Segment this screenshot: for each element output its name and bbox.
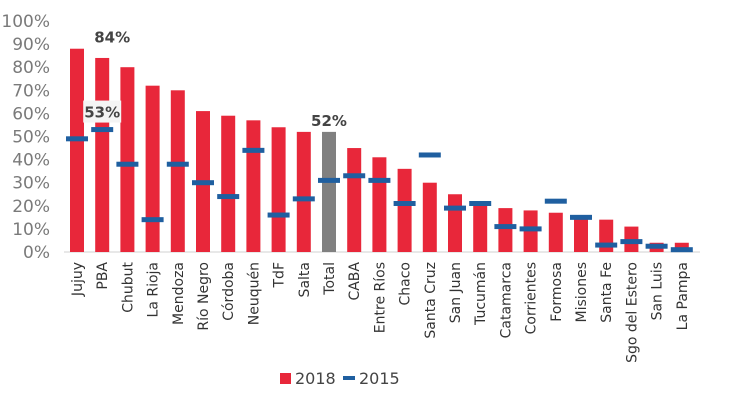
marker-2015 — [66, 136, 88, 142]
marker-2015 — [544, 198, 567, 204]
marker-2015 — [267, 212, 290, 218]
bar-2018 — [372, 157, 387, 252]
x-tick-label: La Pampa — [675, 262, 691, 330]
bar-2018 — [95, 57, 110, 253]
x-tick-label: Mendoza — [171, 262, 187, 325]
legend-swatch-2018 — [280, 373, 291, 384]
marker-2015 — [620, 239, 643, 245]
x-tick-label: Salta — [297, 262, 313, 297]
x-tick-label: La Rioja — [146, 262, 162, 317]
legend-label-2018: 2018 — [295, 369, 336, 388]
bar-2018 — [498, 208, 513, 252]
bar-2018 — [422, 182, 437, 252]
y-tick-label: 10% — [12, 220, 50, 240]
marker-2015 — [292, 196, 315, 202]
x-tick-label: Tucumán — [473, 262, 489, 326]
marker-2015 — [141, 217, 164, 223]
x-tick-label: Neuquén — [246, 262, 262, 325]
x-tick-label: Corrientes — [524, 262, 540, 334]
x-tick-label: Sgo del Estero — [624, 262, 640, 363]
bar-2018 — [70, 48, 84, 252]
marker-2015 — [393, 200, 416, 206]
data-label: 53% — [84, 104, 120, 122]
x-tick-label: San Luis — [650, 262, 666, 320]
y-tick-label: 20% — [12, 197, 50, 217]
marker-2015 — [368, 177, 391, 183]
y-tick-label: 90% — [12, 35, 50, 55]
x-tick-label: Santa Cruz — [423, 262, 439, 339]
bar-2018 — [548, 212, 563, 252]
x-tick-label: Río Negro — [196, 262, 212, 331]
legend-swatch-2015 — [343, 376, 355, 380]
x-tick-label: Jujuy — [70, 262, 86, 297]
bar-2018 — [473, 203, 488, 252]
y-tick-label: 0% — [23, 243, 50, 263]
bar-2018 — [221, 115, 236, 253]
marker-2015 — [418, 152, 441, 158]
y-tick-label: 40% — [12, 151, 50, 171]
bar-2018 — [322, 131, 336, 252]
data-label: 84% — [94, 29, 130, 47]
marker-2015 — [519, 226, 542, 232]
x-tick-label: PBA — [95, 262, 111, 290]
marker-2015 — [242, 147, 265, 153]
x-tick-label: Formosa — [549, 262, 565, 322]
data-label: 52% — [311, 112, 347, 130]
marker-2015 — [570, 214, 592, 220]
y-tick-label: 100% — [1, 12, 50, 32]
marker-2015 — [116, 161, 139, 167]
marker-2015 — [444, 205, 466, 211]
x-tick-label: Entre Ríos — [372, 262, 388, 333]
y-tick-label: 80% — [12, 58, 50, 78]
bar-2018 — [120, 67, 135, 252]
y-tick-label: 50% — [12, 128, 50, 148]
legend-label-2015: 2015 — [359, 369, 400, 388]
marker-2015 — [343, 173, 366, 179]
bar-2018 — [296, 131, 311, 252]
x-tick-label: Chaco — [398, 262, 414, 306]
marker-2015 — [645, 243, 668, 249]
x-tick-label: CABA — [347, 262, 363, 301]
x-tick-label: TdF — [272, 262, 288, 289]
bar-2018 — [170, 90, 185, 252]
bar-2018 — [271, 127, 286, 252]
x-tick-label: Santa Fe — [599, 262, 615, 323]
x-tick-label: Chubut — [120, 262, 136, 313]
x-tick-label: Córdoba — [221, 262, 237, 321]
x-tick-label: San Juan — [448, 262, 464, 323]
x-tick-label: Catamarca — [498, 262, 514, 338]
y-tick-label: 60% — [12, 104, 50, 124]
bar-2018 — [145, 85, 160, 253]
x-tick-label: Misiones — [574, 262, 590, 323]
marker-2015 — [166, 161, 189, 167]
bar-2018 — [574, 217, 588, 252]
marker-2015 — [192, 180, 214, 186]
x-tick-label: Total — [322, 262, 338, 296]
marker-2015 — [91, 127, 114, 133]
bar-2018 — [397, 168, 412, 252]
bar-2018 — [246, 120, 261, 252]
marker-2015 — [217, 194, 240, 200]
marker-2015 — [318, 177, 340, 183]
bar-2018 — [347, 148, 362, 252]
y-tick-label: 30% — [12, 174, 50, 194]
marker-2015 — [469, 200, 492, 206]
bar-2018 — [448, 194, 462, 252]
y-tick-label: 70% — [12, 81, 50, 101]
marker-2015 — [595, 242, 618, 248]
marker-2015 — [670, 247, 693, 253]
annotation-background — [83, 100, 122, 123]
marker-2015 — [494, 224, 517, 230]
